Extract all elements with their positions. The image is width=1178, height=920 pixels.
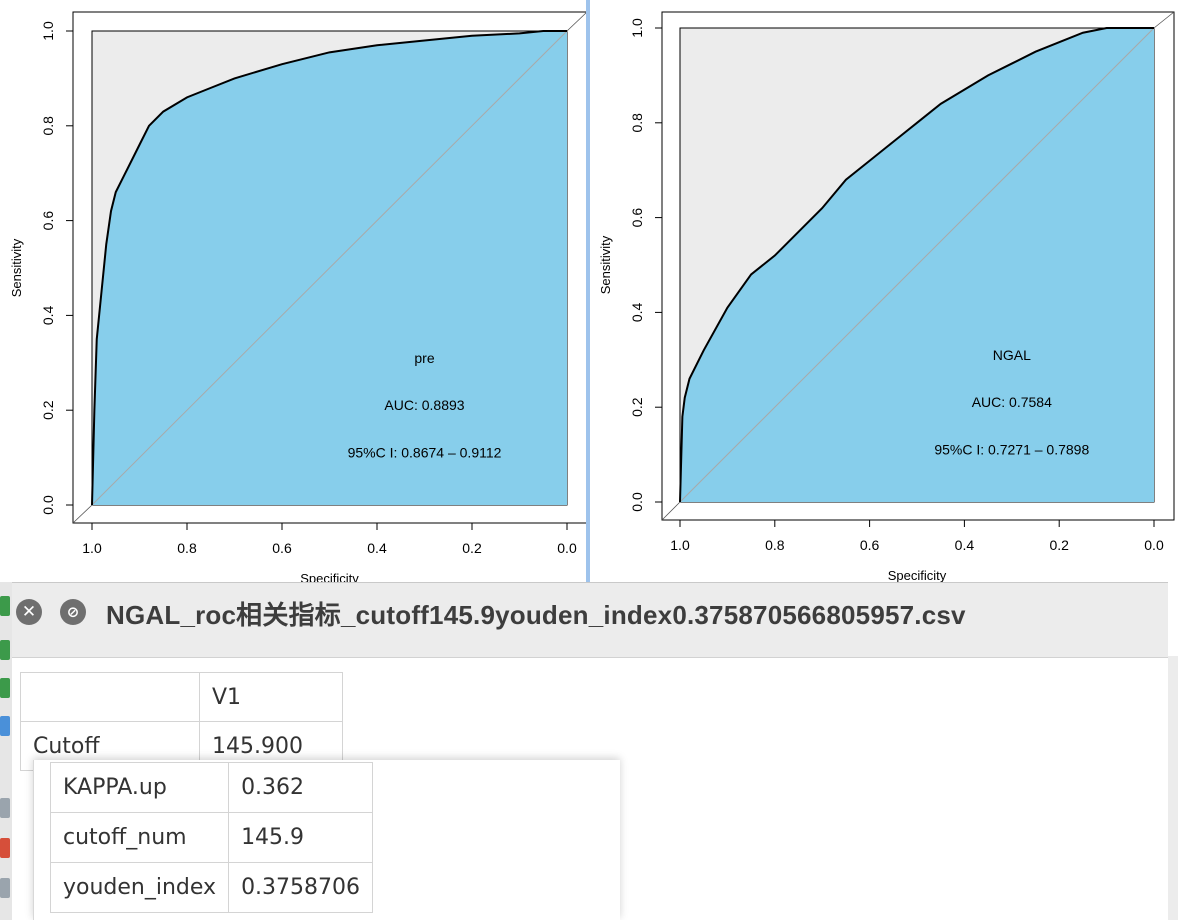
- dock-strip: [0, 582, 12, 920]
- roc-curve: [91, 30, 567, 506]
- corner-line: [1153, 11, 1175, 29]
- x-axis-label: Specificity: [300, 571, 359, 582]
- y-tick-label: 0.0: [629, 492, 645, 512]
- close-icon[interactable]: ✕: [16, 599, 42, 625]
- corner-line: [661, 501, 681, 521]
- csv-viewer-window: ✕ ⊘ NGAL_roc相关指标_cutoff145.9youden_index…: [0, 582, 1178, 920]
- roc-plot-ngal: 1.0 0.8 0.6 0.4 0.2 0.0 0.0 0.2 0.4 0.6 0.8 1.0 Spec…: [590, 0, 1178, 582]
- header-cell-rowname: [20, 672, 200, 722]
- table-row: KAPPA.up 0.362: [49, 762, 374, 813]
- y-tick-label: 0.8: [40, 116, 56, 136]
- y-tick-label: 0.6: [629, 208, 645, 228]
- diagonal-reference-line: [91, 30, 568, 506]
- overlay-table: KAPPA.up 0.362 cutoff_num 145.9 youden_i…: [49, 762, 374, 913]
- x-tick-label: 0.4: [367, 540, 387, 556]
- y-tick-label: 0.6: [40, 211, 56, 231]
- roc-plot-pre: 1.0 0.8 0.6 0.4 0.2 0.0 0.0 0.2 0.4 0.6 0.8 1.0 Spec…: [0, 0, 588, 582]
- x-tick-label: 1.0: [82, 540, 102, 556]
- corner-line: [72, 504, 93, 524]
- y-tick-label: 0.2: [629, 397, 645, 417]
- file-title: NGAL_roc相关指标_cutoff145.9youden_index0.37…: [106, 600, 966, 630]
- y-tick-label: 0.4: [40, 305, 56, 325]
- x-tick-label: 0.4: [955, 537, 975, 553]
- row-name-cell: KAPPA.up: [49, 762, 230, 813]
- x-tick-label: 0.2: [462, 540, 482, 556]
- series-label: pre: [414, 350, 434, 366]
- row-value-cell[interactable]: 0.3758706: [228, 862, 374, 913]
- x-tick-label: 0.8: [177, 540, 197, 556]
- x-axis-label: Specificity: [888, 568, 947, 582]
- diagonal-reference-line: [679, 27, 1155, 503]
- series-label: NGAL: [993, 347, 1031, 363]
- ci-label: 95%C I: 0.8674 – 0.9112: [348, 445, 502, 461]
- y-axis-label: Sensitivity: [598, 235, 613, 294]
- roc-curve: [679, 27, 1154, 503]
- x-tick-label: 0.2: [1049, 537, 1069, 553]
- table-header-row: V1: [20, 672, 343, 722]
- header-cell-v1[interactable]: V1: [199, 672, 343, 722]
- window-edge: [1168, 656, 1178, 920]
- y-axis-label: Sensitivity: [9, 238, 24, 297]
- x-tick-label: 0.6: [272, 540, 292, 556]
- row-name-cell: youden_index: [49, 862, 230, 913]
- panel-divider: [586, 0, 590, 582]
- table-row: cutoff_num 145.9: [49, 812, 374, 863]
- auc-label: AUC: 0.7584: [972, 394, 1052, 410]
- auc-label: AUC: 0.8893: [384, 397, 464, 413]
- viewer-titlebar: ✕ ⊘ NGAL_roc相关指标_cutoff145.9youden_index…: [0, 582, 1168, 658]
- csv-table: V1 Cutoff 145.900: [20, 672, 343, 771]
- y-tick-label: 1.0: [40, 21, 56, 41]
- x-tick-label: 0.8: [765, 537, 785, 553]
- y-tick-label: 0.4: [629, 302, 645, 322]
- table-row: youden_index 0.3758706: [49, 862, 374, 913]
- y-tick-label: 0.2: [40, 400, 56, 420]
- y-tick-label: 1.0: [629, 18, 645, 38]
- x-tick-label: 0.0: [557, 540, 577, 556]
- x-tick-label: 1.0: [670, 537, 690, 553]
- x-tick-label: 0.6: [860, 537, 880, 553]
- y-tick-label: 0.0: [40, 495, 56, 515]
- x-tick-label: 0.0: [1144, 537, 1164, 553]
- row-value-cell[interactable]: 0.362: [228, 762, 374, 813]
- row-value-cell[interactable]: 145.9: [228, 812, 374, 863]
- roc-plot-pre-svg: 1.0 0.8 0.6 0.4 0.2 0.0 0.0 0.2 0.4 0.6 0.8 1.0 Spec…: [9, 11, 588, 582]
- row-name-cell: cutoff_num: [49, 812, 230, 863]
- ci-label: 95%C I: 0.7271 – 0.7898: [934, 442, 1089, 458]
- roc-plot-ngal-svg: 1.0 0.8 0.6 0.4 0.2 0.0 0.0 0.2 0.4 0.6 0.8 1.0 Spec…: [598, 11, 1175, 582]
- corner-line: [566, 11, 588, 32]
- slash-circle-icon[interactable]: ⊘: [60, 599, 86, 625]
- y-tick-label: 0.8: [629, 113, 645, 133]
